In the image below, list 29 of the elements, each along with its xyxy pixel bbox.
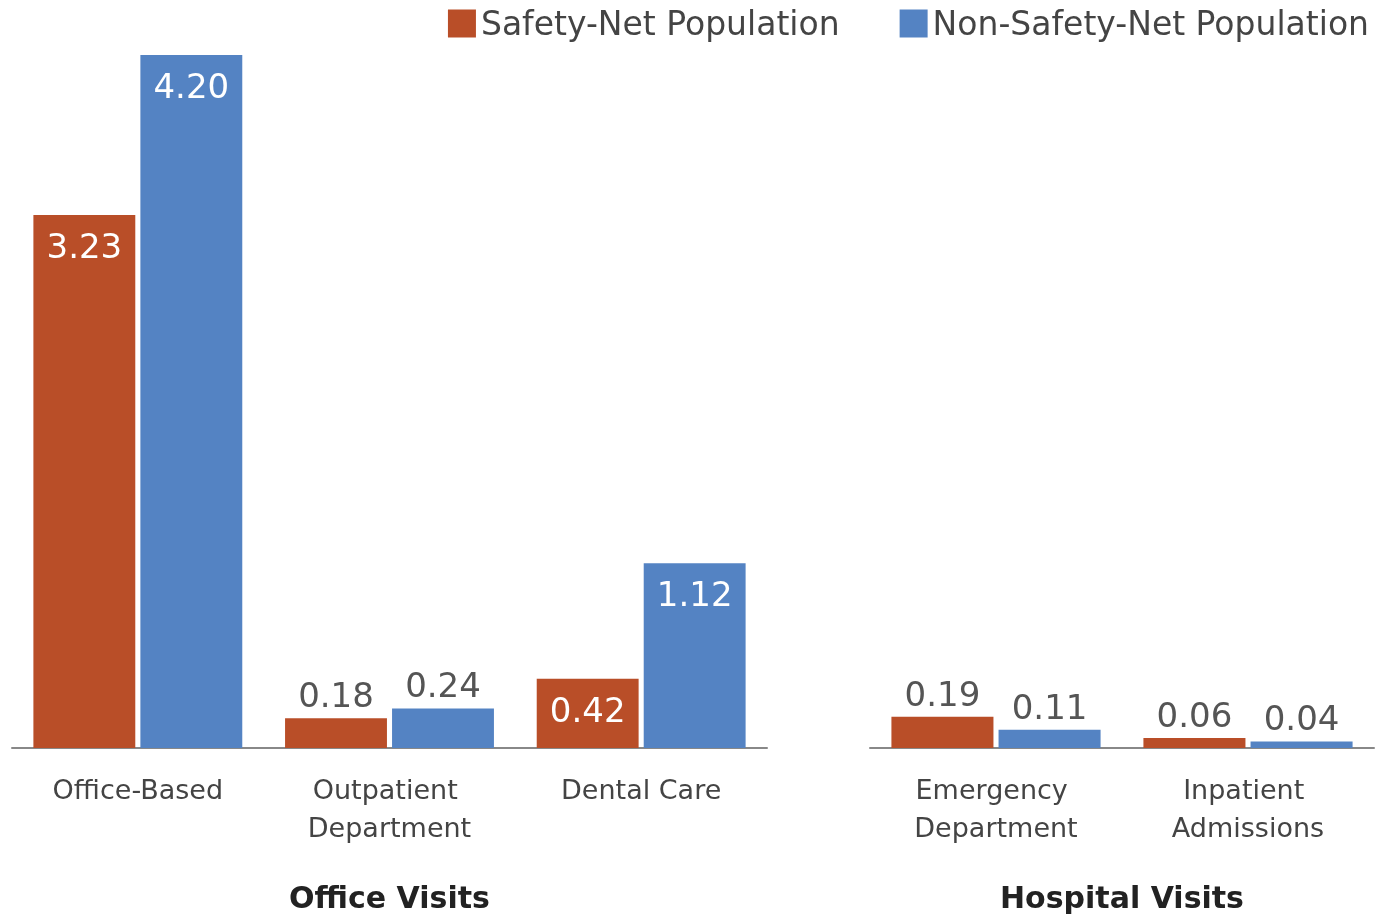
x-tick-label: Inpatient Admissions bbox=[1171, 773, 1325, 843]
bar bbox=[1143, 738, 1246, 748]
legend-label: Safety-Net Population bbox=[480, 4, 840, 43]
bar bbox=[285, 718, 387, 748]
x-axis-title: Office Visits bbox=[289, 879, 490, 915]
x-tick-label: Emergency Department bbox=[914, 773, 1078, 843]
data-label: 0.06 bbox=[1156, 695, 1233, 736]
x-tick-label: Outpatient Department bbox=[307, 773, 472, 843]
data-label: 3.23 bbox=[46, 226, 123, 267]
bar bbox=[140, 55, 243, 748]
bar bbox=[1250, 741, 1353, 748]
data-label: 0.19 bbox=[904, 673, 981, 714]
bar bbox=[891, 716, 994, 748]
bar bbox=[392, 708, 494, 748]
data-label: 0.04 bbox=[1263, 698, 1340, 739]
data-label: 1.12 bbox=[656, 574, 733, 615]
data-label: 0.18 bbox=[298, 675, 374, 716]
x-tick-label: Office-Based bbox=[52, 773, 224, 805]
bar bbox=[33, 215, 136, 748]
bar bbox=[998, 729, 1101, 748]
data-label: 0.24 bbox=[405, 665, 481, 706]
data-label: 4.20 bbox=[153, 66, 230, 106]
x-tick-label: Dental Care bbox=[561, 773, 722, 805]
legend-label: Non-Safety-Net Population bbox=[932, 4, 1370, 43]
x-axis-title: Hospital Visits bbox=[1000, 879, 1244, 915]
data-label: 0.11 bbox=[1011, 686, 1088, 727]
bar bbox=[536, 678, 639, 748]
bar bbox=[643, 563, 746, 748]
data-label: 0.42 bbox=[549, 689, 626, 730]
